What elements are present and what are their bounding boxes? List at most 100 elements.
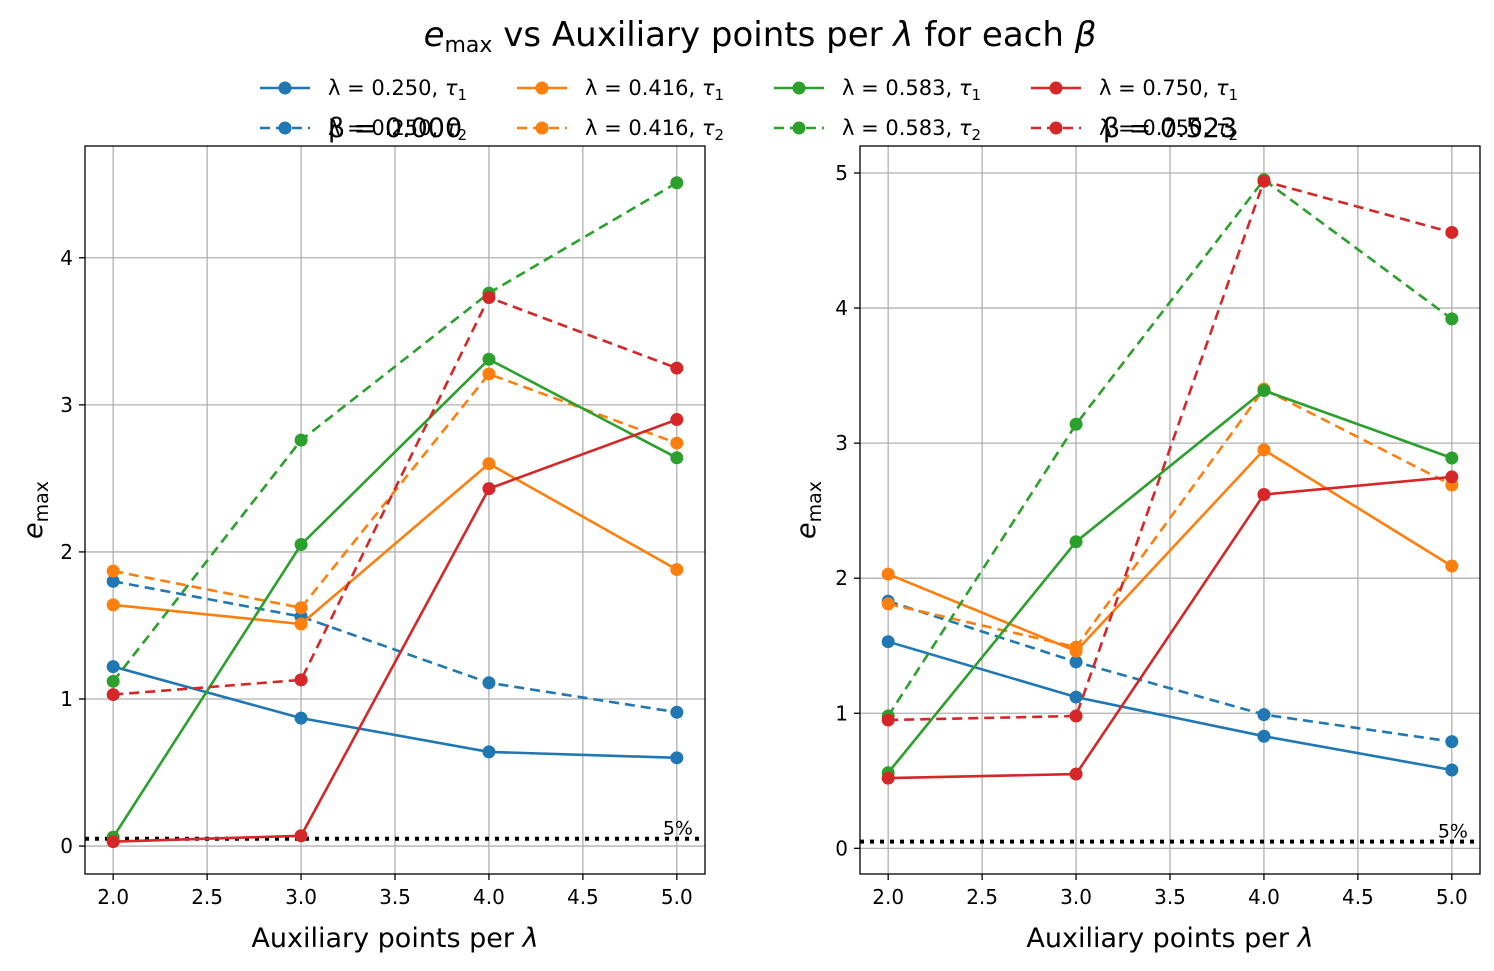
x-tick-label: 4.5 (1342, 885, 1374, 909)
data-point (1257, 174, 1271, 188)
subplot-title: β = 0.523 (1103, 113, 1237, 144)
series-line (887, 389, 1453, 774)
y-tick-label: 1 (60, 687, 73, 711)
data-point (670, 176, 684, 190)
data-point (881, 597, 895, 611)
legend-entry: λ = 0.750, τ1 (1031, 76, 1238, 104)
axes-frame (84, 145, 706, 875)
data-point (106, 574, 120, 588)
legend-entry: λ = 0.583, τ2 (774, 116, 981, 144)
data-point (106, 598, 120, 612)
data-point (482, 367, 496, 381)
legend-entry: λ = 0.750, τ2 (1031, 116, 1238, 144)
x-tick-label: 2.5 (191, 885, 223, 909)
data-point (294, 673, 308, 687)
data-point (294, 601, 308, 615)
data-point (294, 538, 308, 552)
x-tick-label: 5.0 (661, 885, 693, 909)
y-axis-label: emax (791, 481, 826, 539)
legend: λ = 0.250, τ1 λ = 0.250, τ2 λ = 0.416, τ1 λ… (260, 76, 1238, 144)
series-line (113, 418, 678, 843)
series-line (887, 640, 1453, 772)
series-line (887, 177, 1453, 717)
legend-label: λ = 0.416, τ1 (585, 76, 724, 104)
data-point (881, 771, 895, 785)
legend-label: λ = 0.583, τ2 (842, 116, 981, 144)
data-point (482, 482, 496, 496)
subplot-title: β = 0.000 (328, 113, 462, 144)
axes-frame (859, 145, 1481, 875)
y-tick-label: 2 (835, 566, 848, 590)
data-point (1445, 312, 1459, 326)
x-axis-label: Auxiliary points per λ (251, 923, 538, 954)
legend-entry: λ = 0.416, τ1 (517, 76, 724, 104)
data-point (294, 433, 308, 447)
series-line (113, 295, 678, 696)
data-point (1445, 470, 1459, 484)
data-point (482, 745, 496, 759)
data-point (482, 457, 496, 471)
data-point (670, 563, 684, 577)
legend-label: λ = 0.583, τ1 (842, 76, 981, 104)
figure-title: emax vs Auxiliary points per λ for each … (424, 15, 1097, 58)
x-tick-label: 3.0 (1060, 885, 1092, 909)
data-point (1257, 708, 1271, 722)
x-tick-label: 5.0 (1436, 885, 1468, 909)
data-point (1445, 735, 1459, 749)
legend-label: λ = 0.250, τ1 (328, 76, 467, 104)
legend-entry: λ = 0.250, τ2 (260, 116, 467, 144)
grid-lines (860, 146, 1480, 874)
data-point (881, 567, 895, 581)
y-tick-label: 0 (60, 834, 73, 858)
legend-label: λ = 0.750, τ1 (1099, 76, 1238, 104)
series-line (887, 387, 1453, 649)
data-point (1257, 729, 1271, 743)
data-point (482, 290, 496, 304)
series-7 (106, 290, 684, 702)
series-line (113, 462, 678, 626)
series-0 (881, 635, 1459, 777)
legend-label: λ = 0.250, τ2 (328, 116, 467, 144)
series-line (112, 357, 678, 838)
series-line (112, 372, 678, 610)
data-point (1257, 383, 1271, 397)
data-point (1069, 655, 1083, 669)
y-tick-label: 3 (835, 431, 848, 455)
threshold-label: 5% (1438, 821, 1468, 843)
data-point (1257, 487, 1271, 501)
threshold-label: 5% (663, 818, 693, 840)
data-point (482, 676, 496, 690)
legend-marker (535, 81, 549, 95)
y-axis-label: emax (18, 481, 53, 539)
data-point (1445, 225, 1459, 239)
series-4 (881, 383, 1459, 780)
series-group (881, 173, 1459, 785)
axis-ticks: 2.0 2.5 3.0 3.5 4.0 4.5 5.0 0 1 2 3 4 (60, 246, 692, 909)
y-tick-label: 4 (60, 246, 73, 270)
series-1 (881, 594, 1459, 749)
data-point (106, 688, 120, 702)
data-point (294, 711, 308, 725)
data-point (670, 451, 684, 465)
series-line (112, 181, 678, 683)
series-7 (881, 174, 1459, 727)
y-tick-label: 1 (835, 701, 848, 725)
threshold-line: 5% (860, 821, 1480, 844)
x-axis-label: Auxiliary points per λ (1026, 923, 1313, 954)
data-point (670, 436, 684, 450)
data-point (294, 829, 308, 843)
data-point (1069, 709, 1083, 723)
y-tick-label: 0 (835, 836, 848, 860)
data-point (106, 564, 120, 578)
series-6 (881, 470, 1459, 785)
data-point (106, 660, 120, 674)
y-tick-label: 5 (835, 161, 848, 185)
legend-marker (1049, 81, 1063, 95)
y-tick-label: 4 (835, 296, 848, 320)
data-point (1257, 443, 1271, 457)
x-tick-label: 4.0 (1248, 885, 1280, 909)
series-group (106, 176, 684, 849)
data-point (1069, 535, 1083, 549)
